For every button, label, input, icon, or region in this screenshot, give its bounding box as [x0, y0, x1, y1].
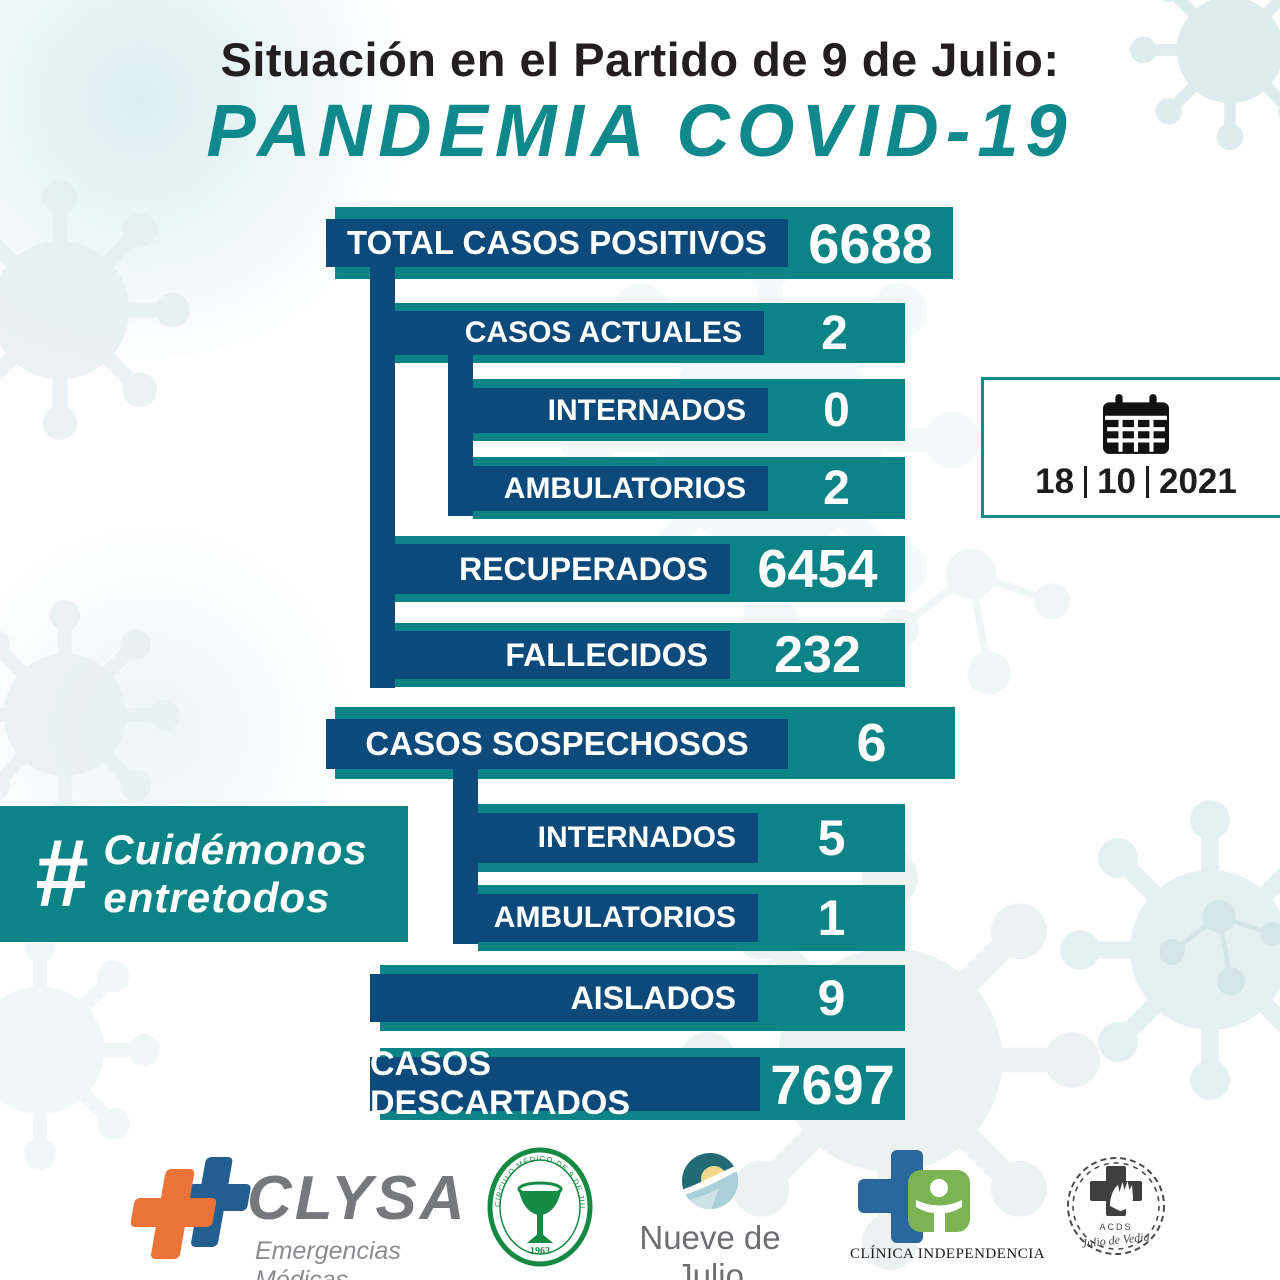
clysa-tagline: Emergencias Médicas	[255, 1237, 401, 1280]
stat-label: RECUPERADOS	[394, 544, 730, 594]
clinica-cross-icon	[858, 1150, 970, 1243]
logo-circulo-medico: CÍRCULO MÉDICO DE 9 DE JULIO 1963	[484, 1140, 593, 1267]
hashtag-banner: # Cuidémonos entretodos	[0, 806, 408, 942]
stat-bar-casos-actuales: CASOS ACTUALES 2	[394, 303, 905, 363]
clinica-name: CLÍNICA INDEPENDENCIA	[850, 1246, 1046, 1262]
virus-icon	[0, 600, 180, 830]
stat-bar-internados-actuales: INTERNADOS 0	[473, 379, 905, 441]
stat-label: FALLECIDOS	[394, 631, 730, 679]
stat-bar-ambulatorios-actuales: AMBULATORIOS 2	[473, 457, 905, 519]
date-box: 18 10 2021	[981, 377, 1280, 518]
stat-label: AMBULATORIOS	[473, 466, 768, 511]
date-month: 10	[1097, 461, 1136, 501]
logo-municipalidad: Nueve de Julio MUNICIPALIDAD	[630, 1152, 790, 1280]
page-subtitle: PANDEMIA COVID-19	[206, 89, 1074, 172]
virus-icon	[0, 180, 190, 440]
stat-label: INTERNADOS	[478, 813, 758, 863]
clysa-cross-icon	[126, 1157, 262, 1261]
connector-sospechosos	[453, 766, 478, 944]
hashtag-text: Cuidémonos entretodos	[103, 826, 367, 923]
hashtag-line1: Cuidémonos	[103, 825, 368, 873]
stat-value: 1	[817, 890, 846, 946]
stat-bar-casos-sospechosos: CASOS SOSPECHOSOS 6	[326, 707, 955, 779]
stat-value: 9	[817, 970, 846, 1026]
connector-total	[370, 258, 395, 688]
stat-label: CASOS DESCARTADOS	[370, 1045, 760, 1122]
page-title: Situación en el Partido de 9 de Julio:	[220, 33, 1060, 86]
stat-label: INTERNADOS	[473, 388, 768, 433]
date-year: 2021	[1159, 461, 1237, 501]
stat-value: 2	[821, 306, 848, 360]
stat-bar-ambulatorios-sospechosos: AMBULATORIOS 1	[478, 885, 905, 951]
stat-bar-internados-sospechosos: INTERNADOS 5	[478, 804, 905, 872]
date-separator	[1084, 465, 1088, 498]
stat-value: 0	[823, 383, 850, 437]
stat-bar-aislados: AISLADOS 9	[370, 965, 905, 1031]
virus-icon	[0, 930, 160, 1170]
stat-value: 2	[823, 461, 850, 515]
molecule-icon	[1160, 860, 1280, 1020]
stat-value: 5	[817, 810, 846, 866]
stat-value: 232	[774, 626, 861, 684]
stat-value: 6	[856, 713, 887, 773]
municipalidad-name: Nueve de Julio	[639, 1219, 781, 1280]
stat-bar-fallecidos: FALLECIDOS 232	[394, 623, 905, 687]
stat-bar-total-casos-positivos: TOTAL CASOS POSITIVOS 6688	[326, 207, 953, 279]
circulo-year: 1963	[530, 1246, 550, 1257]
hash-icon: #	[34, 819, 88, 927]
stamp-line1: ACDS	[1099, 1222, 1132, 1232]
logo-clinica-independencia: CLÍNICA INDEPENDENCIA	[850, 1150, 1045, 1268]
calendar-icon	[1103, 393, 1169, 454]
stamp-seal-icon: ACDS Julio de Vedia	[1067, 1157, 1165, 1255]
logo-stamp: ACDS Julio de Vedia	[1050, 1150, 1182, 1268]
stat-label: AISLADOS	[370, 974, 758, 1022]
stat-label: AMBULATORIOS	[478, 894, 758, 942]
municipalidad-emblem-icon	[682, 1153, 738, 1209]
stat-value: 6454	[757, 539, 878, 599]
hashtag-line2: entretodos	[103, 874, 331, 921]
stat-bar-recuperados: RECUPERADOS 6454	[394, 536, 905, 602]
circulo-medico-seal-icon: CÍRCULO MÉDICO DE 9 DE JULIO 1963	[484, 1140, 593, 1267]
logo-clysa: CLYSA Emergencias Médicas	[129, 1155, 465, 1280]
stat-value: 6688	[808, 211, 933, 275]
connector-actuales	[448, 348, 473, 516]
stat-label: CASOS SOSPECHOSOS	[326, 719, 788, 769]
stat-label: CASOS ACTUALES	[394, 311, 764, 355]
stat-label: TOTAL CASOS POSITIVOS	[326, 219, 788, 267]
clysa-name: CLYSA	[247, 1164, 468, 1233]
date-text: 18 10 2021	[1035, 462, 1237, 502]
date-separator	[1146, 465, 1149, 498]
stat-bar-casos-descartados: CASOS DESCARTADOS 7697	[370, 1045, 905, 1122]
date-day: 18	[1035, 461, 1075, 501]
stat-value: 7697	[770, 1052, 895, 1116]
